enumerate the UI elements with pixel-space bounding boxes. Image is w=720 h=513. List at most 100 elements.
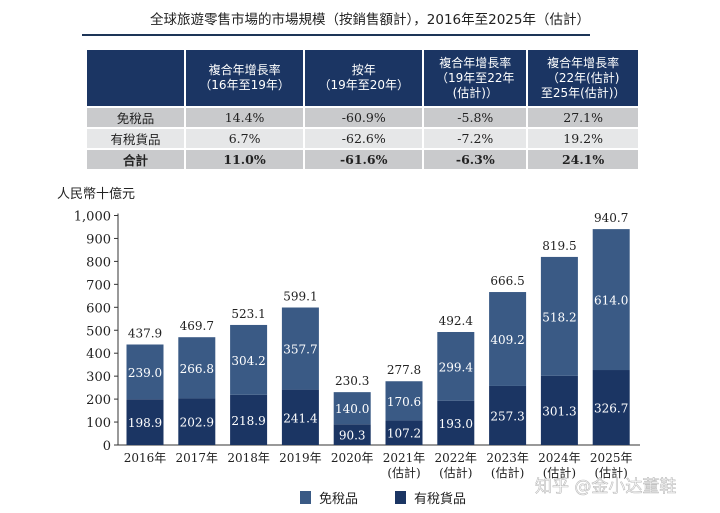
- bar-segment: [592, 229, 630, 371]
- x-tick-label: (估計): [491, 465, 524, 480]
- legend-label: 免稅品: [319, 492, 358, 507]
- table-header: 按年 （19年至20年）: [305, 50, 423, 106]
- data-label: 304.2: [231, 354, 265, 368]
- x-tick-label: (估計): [439, 465, 472, 480]
- table-cell: 14.4%: [186, 108, 304, 127]
- legend-swatch: [300, 491, 311, 504]
- y-tick-label: 0: [103, 439, 111, 454]
- table-cell: 11.0%: [186, 150, 304, 169]
- bar-segment: [592, 370, 630, 445]
- data-label: 239.0: [128, 366, 162, 380]
- total-label: 666.5: [490, 274, 524, 288]
- cagr-table: 複合年增長率 （16年至19年） 按年 （19年至20年） 複合年增長率 （19年至22年…: [85, 48, 640, 171]
- table-cell: -7.2%: [424, 129, 527, 148]
- bar-segment: [178, 398, 216, 445]
- x-tick-label: (估計): [543, 465, 576, 480]
- bar-segment: [333, 392, 371, 425]
- y-tick-label: 500: [86, 324, 111, 339]
- table-cell: 6.7%: [186, 129, 304, 148]
- bar-segment: [230, 324, 268, 395]
- total-label: 469.7: [180, 319, 214, 333]
- chart-title: 全球旅遊零售市場的市場規模（按銷售額計），2016年至2025年（估計）: [150, 12, 590, 28]
- table-cell: 免稅品: [87, 108, 184, 127]
- data-label: 357.7: [283, 343, 317, 357]
- x-tick-label: 2018年: [227, 451, 270, 465]
- x-tick-label: (估計): [387, 465, 420, 480]
- data-label: 299.4: [439, 360, 474, 374]
- legend-swatch: [395, 491, 406, 504]
- x-tick-label: 2025年: [590, 451, 633, 465]
- y-tick-label: 200: [86, 393, 111, 408]
- bar-segment: [281, 307, 319, 390]
- bar-segment: [385, 420, 423, 445]
- bar-segment: [178, 337, 216, 399]
- y-tick-label: 700: [86, 278, 111, 293]
- bar-segment: [333, 424, 371, 445]
- table-cell: -60.9%: [305, 108, 423, 127]
- data-label: 326.7: [594, 402, 628, 416]
- data-label: 170.6: [387, 395, 421, 409]
- x-tick-label: 2023年: [486, 451, 529, 465]
- table-cell: 24.1%: [528, 150, 638, 169]
- x-tick-label: 2019年: [279, 451, 322, 465]
- bar-segment: [489, 292, 527, 386]
- bar-segment: [489, 385, 527, 445]
- y-tick-label: 100: [86, 416, 111, 431]
- table-row: 免稅品 14.4% -60.9% -5.8% 27.1%: [87, 108, 638, 127]
- x-tick-label: 2024年: [538, 451, 581, 465]
- title-divider: [82, 34, 590, 36]
- data-label: 266.8: [180, 362, 214, 376]
- table-cell: 27.1%: [528, 108, 638, 127]
- legend-label: 有稅貨品: [414, 491, 466, 507]
- total-label: 230.3: [335, 374, 369, 388]
- y-tick-label: 1,000: [74, 210, 111, 225]
- bar-segment: [540, 375, 578, 445]
- x-tick-label: 2022年: [435, 451, 478, 465]
- data-label: 193.0: [439, 417, 473, 431]
- table-cell: 有稅貨品: [87, 129, 184, 148]
- bar-segment: [540, 256, 578, 376]
- bar-segment: [437, 331, 475, 401]
- data-label: 140.0: [335, 402, 369, 416]
- y-axis-label: 人民幣十億元: [57, 186, 135, 202]
- x-tick-label: 2017年: [176, 451, 219, 465]
- total-label: 277.8: [387, 363, 421, 377]
- y-tick-label: 300: [86, 370, 111, 385]
- x-tick-label: 2016年: [124, 451, 167, 465]
- x-tick-label: 2021年: [383, 451, 426, 465]
- total-label: 492.4: [439, 314, 474, 328]
- data-label: 241.4: [283, 411, 318, 425]
- data-label: 409.2: [490, 333, 524, 347]
- bar-segment: [437, 400, 475, 445]
- table-cell: -5.8%: [424, 108, 527, 127]
- data-label: 107.2: [387, 427, 421, 441]
- table-header: 複合年增長率 （16年至19年）: [186, 50, 304, 106]
- total-label: 940.7: [594, 211, 628, 225]
- x-tick-label: 2020年: [331, 451, 374, 465]
- total-label: 523.1: [231, 307, 265, 321]
- watermark: 知乎 @金小达董鞋: [535, 477, 676, 497]
- data-label: 257.3: [490, 409, 524, 423]
- table-header: 複合年增長率 （22年(估計) 至25年(估計)）: [528, 50, 638, 106]
- data-label: 518.2: [542, 310, 576, 324]
- table-cell: 合計: [87, 150, 184, 169]
- data-label: 90.3: [339, 429, 366, 443]
- table-header: [87, 50, 184, 106]
- total-label: 437.9: [128, 327, 162, 341]
- x-tick-label: (估計): [595, 465, 628, 480]
- table-row: 有稅貨品 6.7% -62.6% -7.2% 19.2%: [87, 129, 638, 148]
- bar-segment: [126, 399, 164, 445]
- total-label: 599.1: [283, 290, 317, 304]
- data-label: 198.9: [128, 416, 162, 430]
- bar-segment: [230, 394, 268, 445]
- bar-segment: [126, 344, 164, 400]
- data-label: 202.9: [180, 416, 214, 430]
- table-cell: -62.6%: [305, 129, 423, 148]
- table-cell: -6.3%: [424, 150, 527, 169]
- data-label: 614.0: [594, 294, 628, 308]
- table-cell: -61.6%: [305, 150, 423, 169]
- bar-segment: [385, 381, 423, 421]
- data-label: 301.3: [542, 404, 576, 418]
- data-label: 218.9: [231, 414, 265, 428]
